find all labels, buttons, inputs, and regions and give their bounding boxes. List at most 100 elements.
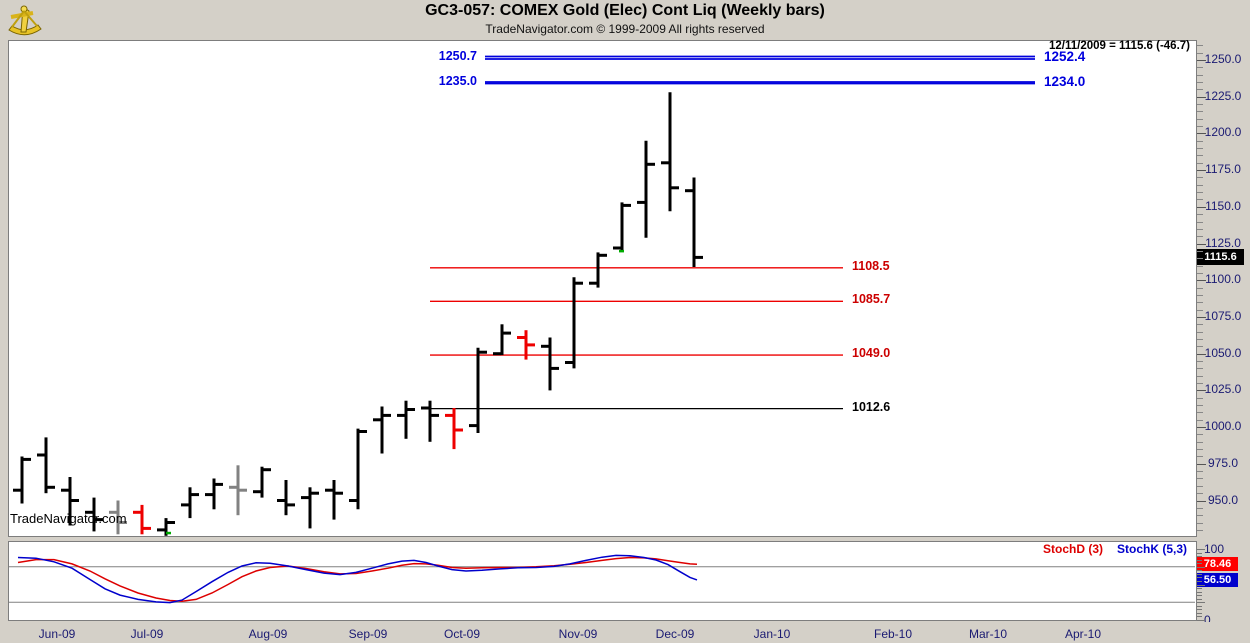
price-axis-tick — [1197, 523, 1203, 524]
price-axis-tick — [1197, 464, 1206, 465]
price-axis-tick — [1197, 192, 1203, 193]
stochastic-chart-area[interactable] — [8, 541, 1197, 621]
price-axis-label-1175.0: 1175.0 — [1205, 162, 1241, 176]
price-axis-tick — [1197, 45, 1203, 46]
ohlc-bar-Oct-30-09 — [541, 337, 559, 391]
price-axis-tick — [1197, 339, 1203, 340]
price-axis-tick — [1197, 119, 1203, 120]
ohlc-bar-Sep-18-09 — [397, 400, 415, 439]
price-axis-tick — [1197, 310, 1203, 311]
level-right-label-1234.0: 1234.0 — [1044, 74, 1086, 89]
ohlc-bar-Jun-05-09 — [37, 437, 55, 494]
price-axis-tick — [1197, 280, 1206, 281]
ohlc-bar-Jul-24-09 — [205, 478, 223, 510]
stochd-value-badge: 78.46 — [1197, 557, 1238, 571]
ohlc-bar-Jul-17-09 — [181, 487, 199, 519]
stoch-axis-tick — [1197, 588, 1202, 589]
price-axis-tick — [1197, 530, 1203, 531]
ohlc-bar-Nov-27-09 — [637, 140, 655, 238]
stoch-axis-tick — [1197, 556, 1202, 557]
stochd-curve — [17, 556, 698, 602]
ohlc-bar-Nov-20-09 — [613, 202, 631, 251]
price-axis-label-1225.0: 1225.0 — [1204, 89, 1242, 103]
ohlc-bar-Oct-23-09 — [517, 330, 535, 360]
watermark-text: TradeNavigator.com — [10, 511, 127, 526]
price-axis-label-1200.0: 1200.0 — [1204, 125, 1242, 139]
price-axis-tick — [1197, 317, 1206, 318]
price-axis-tick — [1197, 361, 1203, 362]
price-axis-tick — [1197, 273, 1203, 274]
price-axis-tick — [1197, 75, 1203, 76]
stoch-axis-tick — [1197, 581, 1202, 582]
signal-marker — [166, 531, 171, 535]
level-right-label-1012.6: 1012.6 — [852, 400, 891, 414]
signal-marker — [619, 249, 624, 253]
stoch-axis-tick — [1197, 602, 1205, 603]
stoch-axis-tick — [1197, 577, 1202, 578]
ohlc-bar-Jun-12-09 — [61, 477, 79, 526]
price-axis-tick — [1197, 89, 1203, 90]
stoch-axis-tick — [1197, 563, 1202, 564]
stoch-axis-tick — [1197, 567, 1205, 568]
time-axis-strip[interactable] — [0, 622, 1250, 643]
stoch-axis-tick — [1197, 599, 1202, 600]
price-axis-label-1000.0: 1000.0 — [1204, 419, 1242, 433]
stoch-axis-tick — [1197, 609, 1202, 610]
price-axis-tick — [1197, 97, 1206, 98]
level-left-label-1250.7: 1250.7 — [438, 49, 477, 63]
price-axis-label-1075.0: 1075.0 — [1204, 309, 1242, 323]
ohlc-bar-Jun-26-09 — [109, 500, 127, 535]
price-chart-area[interactable] — [8, 40, 1197, 537]
price-axis-tick — [1197, 177, 1203, 178]
price-axis-tick — [1197, 258, 1203, 259]
ohlc-bar-Sep-25-09 — [421, 400, 439, 442]
stochk-value-badge: 56.50 — [1197, 573, 1238, 587]
price-axis-tick — [1197, 398, 1203, 399]
ohlc-bar-Aug-21-09 — [301, 487, 319, 529]
price-axis-tick — [1197, 515, 1203, 516]
stochd-legend-label: StochD (3) — [1042, 542, 1103, 556]
stoch-axis-tick — [1197, 620, 1205, 621]
ohlc-bar-Dec-11-09 — [685, 177, 703, 267]
stoch-axis-tick — [1197, 592, 1202, 593]
month-label-Oct-09: Oct-09 — [443, 627, 480, 641]
stoch-axis-tick — [1197, 585, 1205, 586]
month-label-Dec-09: Dec-09 — [655, 627, 695, 641]
price-axis-tick — [1197, 442, 1203, 443]
price-axis-tick — [1197, 251, 1203, 252]
price-axis-tick — [1197, 288, 1203, 289]
ohlc-bar-Aug-07-09 — [253, 466, 271, 498]
price-axis-tick — [1197, 53, 1203, 54]
price-axis-tick — [1197, 207, 1206, 208]
price-axis-tick — [1197, 126, 1203, 127]
ohlc-bar-Jun-19-09 — [85, 497, 103, 532]
stoch-axis-tick — [1197, 616, 1202, 617]
stoch-axis-0-label: 0 — [1204, 613, 1211, 627]
ohlc-bar-Jul-31-09 — [229, 465, 247, 516]
price-axis-tick — [1197, 368, 1203, 369]
price-chart-canvas[interactable] — [8, 40, 1197, 537]
last-quote-readout: 12/11/2009 = 1115.6 (-46.7) — [1049, 40, 1190, 52]
stochastic-canvas[interactable] — [8, 541, 1197, 621]
price-axis-tick — [1197, 449, 1203, 450]
ohlc-bar-Nov-06-09 — [565, 277, 583, 369]
ohlc-bar-Aug-14-09 — [277, 480, 295, 516]
price-axis-label-1025.0: 1025.0 — [1204, 382, 1242, 396]
stoch-axis-tick — [1197, 595, 1202, 596]
price-axis-label-1250.0: 1250.0 — [1204, 52, 1242, 66]
stoch-axis-tick — [1197, 549, 1205, 550]
price-axis-tick — [1197, 412, 1203, 413]
price-axis-tick — [1197, 493, 1203, 494]
price-axis-tick — [1197, 486, 1203, 487]
price-axis-tick — [1197, 104, 1203, 105]
last-price-axis-badge: 1115.6 — [1197, 249, 1244, 265]
price-axis-tick — [1197, 427, 1206, 428]
price-axis-tick — [1197, 148, 1203, 149]
stoch-axis-tick — [1197, 606, 1202, 607]
ohlc-bar-Oct-02-09 — [445, 408, 463, 450]
price-axis-tick — [1197, 222, 1203, 223]
level-right-label-1252.4: 1252.4 — [1044, 49, 1086, 64]
price-axis-tick — [1197, 295, 1203, 296]
price-axis-tick — [1197, 324, 1203, 325]
ohlc-bar-Nov-13-09 — [589, 252, 607, 288]
